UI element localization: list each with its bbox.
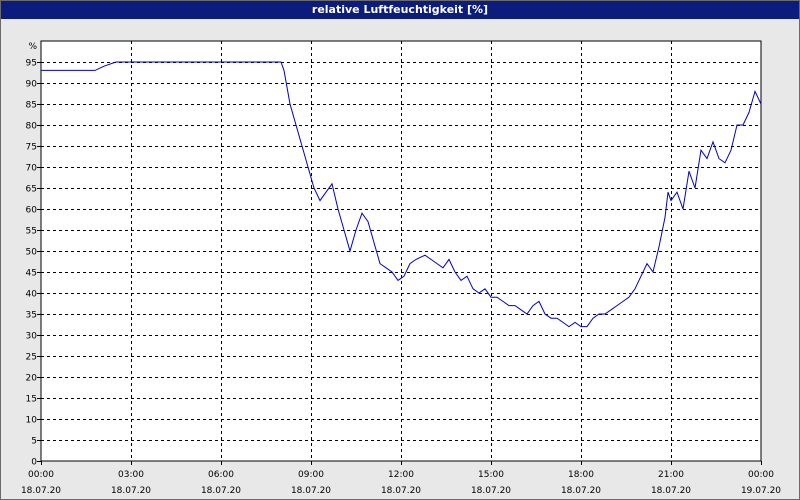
x-tick-date: 18.07.20 (561, 486, 601, 496)
x-tick-date: 18.07.20 (471, 486, 511, 496)
y-tick-label: 75 (26, 143, 37, 153)
y-tick-label: 50 (26, 248, 38, 258)
x-tick-time: 12:00 (388, 470, 414, 480)
x-tick-date: 18.07.20 (201, 486, 241, 496)
x-tick-time: 00:00 (748, 470, 774, 480)
x-tick-date: 18.07.20 (111, 486, 151, 496)
x-tick-time: 09:00 (298, 470, 324, 480)
y-tick-label: 40 (26, 290, 38, 300)
y-tick-label: 95 (26, 59, 37, 69)
x-tick-date: 18.07.20 (291, 486, 331, 496)
y-tick-label: 35 (26, 311, 37, 321)
y-tick-label: 15 (26, 395, 37, 405)
y-tick-label: 5 (31, 437, 37, 447)
y-tick-label: 80 (26, 122, 38, 132)
y-tick-label: 30 (26, 332, 38, 342)
y-axis-ticks: 0 5 10 15 20 25 30 35 40 45 50 55 60 65 70 75 80 85 90 95 (26, 59, 41, 468)
x-tick-time: 03:00 (118, 470, 144, 480)
grid (41, 41, 761, 461)
x-tick-time: 18:00 (568, 470, 594, 480)
x-tick-date: 18.07.20 (651, 486, 691, 496)
y-tick-label: 90 (26, 80, 38, 90)
x-tick-time: 21:00 (658, 470, 684, 480)
humidity-series-line (41, 61, 762, 328)
y-tick-label: 20 (26, 374, 38, 384)
y-tick-label: 25 (26, 353, 37, 363)
x-tick-time: 15:00 (478, 470, 504, 480)
x-tick-date: 19.07.20 (741, 486, 781, 496)
x-tick-date: 18.07.20 (21, 486, 61, 496)
y-axis-unit: % (28, 42, 37, 52)
y-tick-label: 65 (26, 185, 37, 195)
x-tick-time: 00:00 (28, 470, 54, 480)
y-tick-label: 55 (26, 227, 37, 237)
y-tick-label: 60 (26, 206, 38, 216)
y-tick-label: 45 (26, 269, 37, 279)
y-tick-label: 70 (26, 164, 38, 174)
x-tick-date: 18.07.20 (381, 486, 421, 496)
y-tick-label: 10 (26, 416, 38, 426)
y-tick-label: 0 (31, 458, 37, 468)
x-axis-ticks: 00:00 18.07.20 03:00 18.07.20 06:00 18.07.20 0… (21, 461, 781, 496)
y-tick-label: 85 (26, 101, 37, 111)
x-tick-time: 06:00 (208, 470, 234, 480)
chart-title: relative Luftfeuchtigkeit [%] (1, 1, 799, 19)
